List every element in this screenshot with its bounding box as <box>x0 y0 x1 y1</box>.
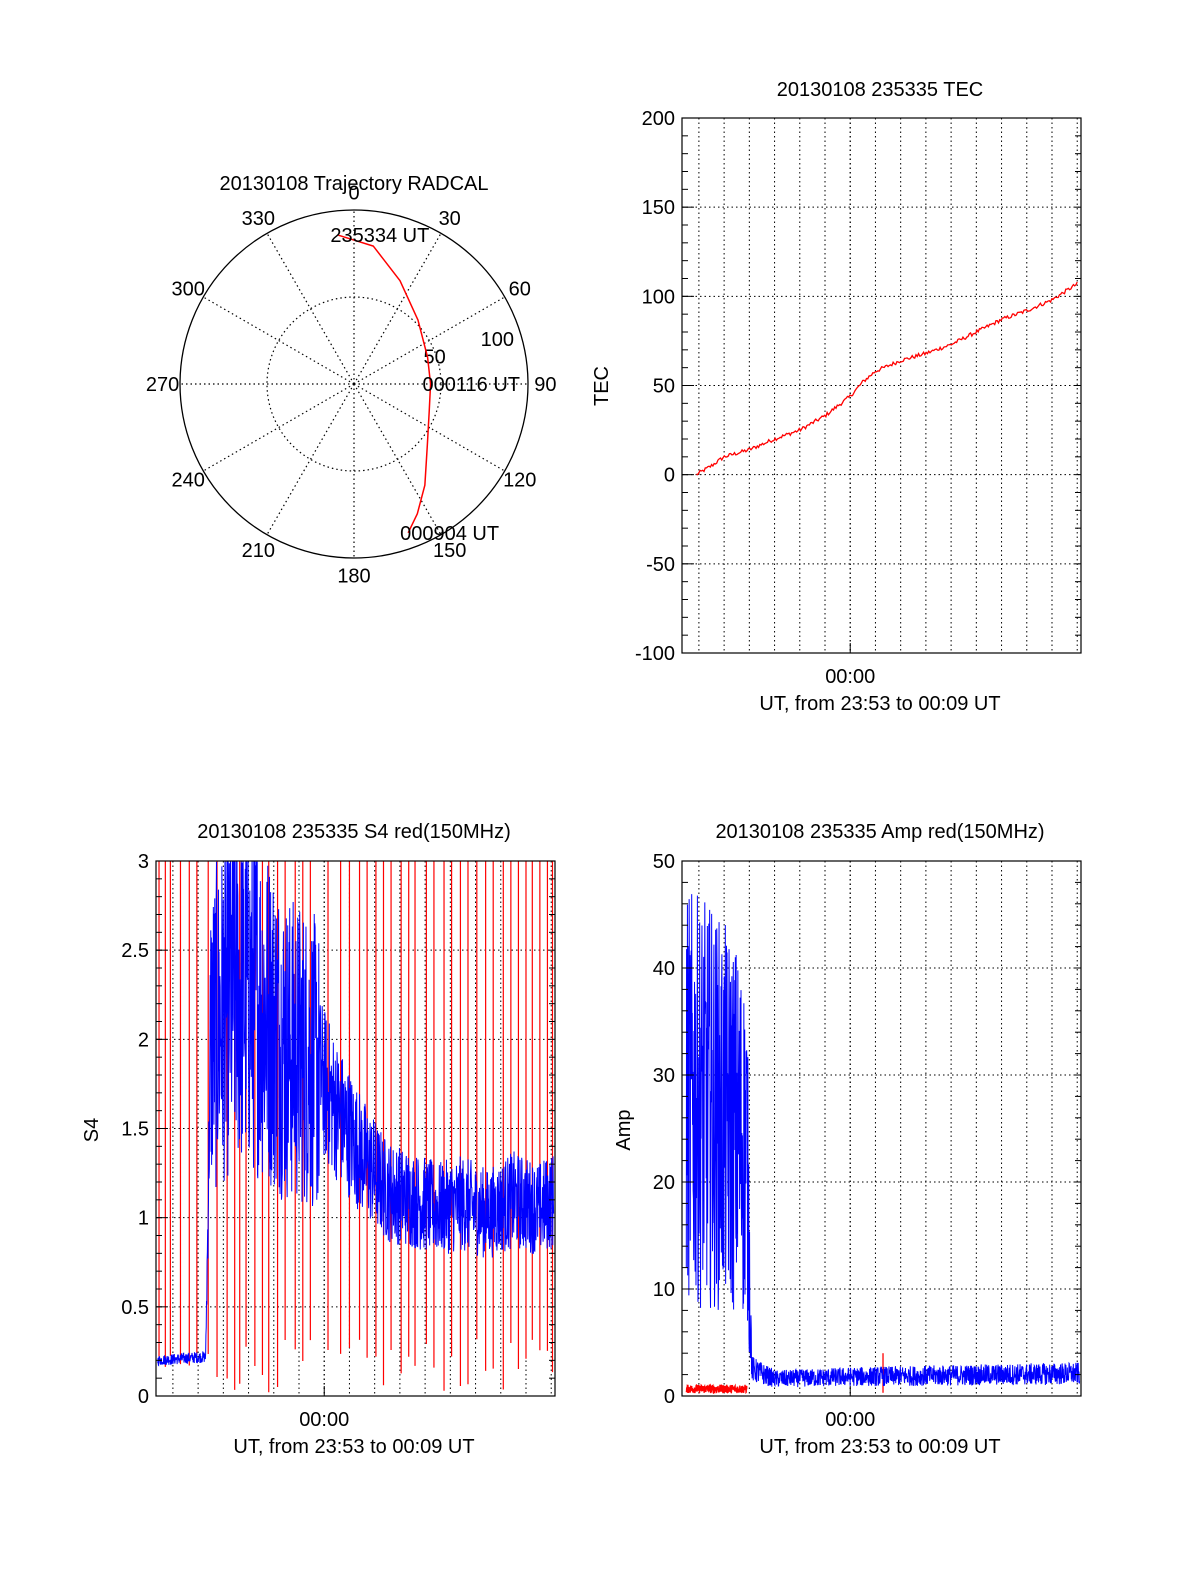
amp-line-chart: 20130108 235335 Amp red(150MHz) UT, from… <box>613 821 1082 1458</box>
y-tick-label: 50 <box>653 851 675 873</box>
series-line <box>696 281 1078 476</box>
time-annotation: 000116 UT <box>423 374 520 396</box>
chart-title: 20130108 235335 S4 red(150MHz) <box>197 821 511 843</box>
tec-line-chart: 20130108 235335 TEC UT, from 23:53 to 00… <box>591 79 1082 715</box>
noisy-series-line <box>157 861 555 1367</box>
y-tick-label: -50 <box>646 554 675 576</box>
x-axis-label: UT, from 23:53 to 00:09 UT <box>759 693 1000 715</box>
y-tick-label: 50 <box>653 376 675 398</box>
x-axis-label: UT, from 23:53 to 00:09 UT <box>233 1436 474 1458</box>
x-axis-label: UT, from 23:53 to 00:09 UT <box>759 1436 1000 1458</box>
plot-frame <box>681 860 1082 1397</box>
radial-label: 100 <box>481 329 514 351</box>
y-tick-label: 2.5 <box>121 940 149 962</box>
azimuth-label: 90 <box>534 374 556 396</box>
azimuth-label: 180 <box>337 565 370 587</box>
y-tick-label: 30 <box>653 1065 675 1087</box>
y-tick-label: 2 <box>138 1029 149 1051</box>
radial-grid-circle <box>266 296 442 472</box>
x-tick-label: 00:00 <box>299 1409 349 1431</box>
azimuth-label: 60 <box>509 278 531 300</box>
azimuth-spoke <box>203 383 355 472</box>
azimuth-label: 300 <box>172 278 205 300</box>
series-group <box>685 894 1081 1395</box>
y-tick-label: 0.5 <box>121 1297 149 1319</box>
y-tick-label: 150 <box>642 197 675 219</box>
y-axis-label: S4 <box>81 1118 103 1142</box>
grid-lines <box>682 118 1081 653</box>
series-group <box>696 281 1078 476</box>
s4-line-chart: 20130108 235335 S4 red(150MHz) UT, from … <box>81 821 556 1458</box>
azimuth-label: 270 <box>146 374 179 396</box>
azimuth-spoke <box>266 383 355 535</box>
y-tick-label: 0 <box>664 465 675 487</box>
azimuth-label: 210 <box>242 540 275 562</box>
azimuth-label: 30 <box>439 208 461 230</box>
polar-grid <box>180 210 528 558</box>
y-axis-label: Amp <box>613 1109 635 1150</box>
trajectory-polar-chart: 20130108 Trajectory RADCAL 0 30 60 90 120 150… <box>146 173 557 587</box>
time-annotation: 000904 UT <box>400 523 499 545</box>
azimuth-spoke <box>266 233 355 385</box>
x-tick-label: 00:00 <box>825 666 875 688</box>
chart-title: 20130108 235335 Amp red(150MHz) <box>715 821 1044 843</box>
series-line <box>685 1383 748 1395</box>
y-tick-label: 3 <box>138 851 149 873</box>
y-tick-label: 10 <box>653 1279 675 1301</box>
y-axis-label: TEC <box>591 366 613 406</box>
y-tick-label: 100 <box>642 286 675 308</box>
trajectory-line <box>338 234 432 534</box>
azimuth-spoke <box>203 296 355 385</box>
y-tick-label: 200 <box>642 108 675 130</box>
y-tick-label: 20 <box>653 1172 675 1194</box>
azimuth-label: 150 <box>433 540 466 562</box>
azimuth-label: 330 <box>242 208 275 230</box>
x-tick-label: 00:00 <box>825 1409 875 1431</box>
y-tick-label: 1 <box>138 1208 149 1230</box>
chart-title: 20130108 235335 TEC <box>777 79 983 101</box>
y-tick-label: 0 <box>138 1386 149 1408</box>
azimuth-label: 120 <box>503 470 536 492</box>
grid-lines <box>682 861 1081 1396</box>
y-tick-label: 1.5 <box>121 1119 149 1141</box>
time-annotation: 235334 UT <box>330 225 429 247</box>
chart-title: 20130108 Trajectory RADCAL <box>219 173 488 195</box>
azimuth-label: 0 <box>348 183 359 205</box>
noisy-series-line <box>685 894 1081 1388</box>
radial-label: 50 <box>424 347 446 369</box>
y-tick-label: 0 <box>664 1386 675 1408</box>
y-tick-label: -100 <box>635 643 675 665</box>
outer-circle <box>179 209 529 559</box>
azimuth-label: 240 <box>172 470 205 492</box>
y-tick-label: 40 <box>653 958 675 980</box>
series-group <box>157 861 555 1393</box>
